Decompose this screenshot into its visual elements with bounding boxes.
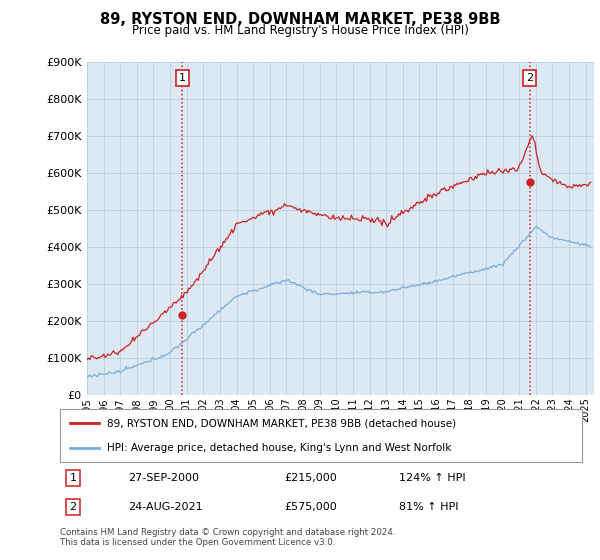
Text: 2: 2 [70, 502, 77, 512]
Text: Price paid vs. HM Land Registry's House Price Index (HPI): Price paid vs. HM Land Registry's House … [131, 24, 469, 36]
Text: 1: 1 [179, 73, 186, 83]
Text: 89, RYSTON END, DOWNHAM MARKET, PE38 9BB (detached house): 89, RYSTON END, DOWNHAM MARKET, PE38 9BB… [107, 418, 456, 428]
Text: 27-SEP-2000: 27-SEP-2000 [128, 473, 199, 483]
Text: 124% ↑ HPI: 124% ↑ HPI [400, 473, 466, 483]
Text: 24-AUG-2021: 24-AUG-2021 [128, 502, 202, 512]
Text: 1: 1 [70, 473, 77, 483]
Text: £575,000: £575,000 [284, 502, 337, 512]
Text: 2: 2 [526, 73, 533, 83]
Text: Contains HM Land Registry data © Crown copyright and database right 2024.
This d: Contains HM Land Registry data © Crown c… [60, 528, 395, 547]
Text: HPI: Average price, detached house, King's Lynn and West Norfolk: HPI: Average price, detached house, King… [107, 442, 451, 452]
FancyBboxPatch shape [60, 409, 582, 462]
Text: 81% ↑ HPI: 81% ↑ HPI [400, 502, 459, 512]
Text: £215,000: £215,000 [284, 473, 337, 483]
Text: 89, RYSTON END, DOWNHAM MARKET, PE38 9BB: 89, RYSTON END, DOWNHAM MARKET, PE38 9BB [100, 12, 500, 27]
